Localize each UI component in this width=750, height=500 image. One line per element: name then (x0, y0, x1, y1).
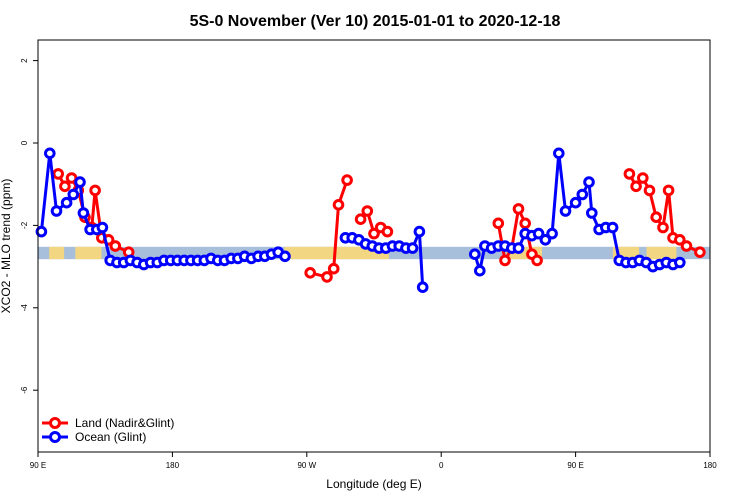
series-1-point-6 (77, 207, 90, 219)
series-0-point-25 (499, 254, 511, 267)
series-0-point-36 (650, 211, 663, 223)
series-0-point-37 (657, 221, 669, 234)
legend-ocean-swatch-marker (49, 431, 61, 443)
series-0-point-12 (304, 267, 317, 279)
x-tick-label-4: 90 E (567, 461, 583, 470)
land-band-segment-0 (49, 246, 65, 260)
y-tick-label-3: 0 (20, 140, 29, 145)
series-1-point-67 (569, 196, 582, 209)
series-0-point-13 (321, 271, 333, 283)
series-0-point-19 (361, 205, 374, 217)
series-1-point-4 (67, 188, 80, 201)
y-tick-label-1: -4 (20, 304, 29, 312)
series-1-point-69 (583, 176, 595, 188)
series-1-point-48 (406, 242, 419, 254)
series-1-point-73 (606, 221, 619, 234)
series-0-line-1 (309, 179, 349, 279)
plot-area (35, 147, 710, 294)
x-tick-label-3: 0 (439, 461, 444, 470)
series-1-point-65 (553, 147, 565, 160)
series-1 (35, 147, 686, 294)
series-0-point-1 (59, 180, 71, 193)
series-0-point-33 (630, 180, 642, 193)
series-1-point-66 (559, 205, 572, 217)
series-1-point-2 (50, 205, 63, 217)
legend: Land (Nadir&Glint) Ocean (Glint) (42, 416, 174, 444)
land-band-segment-1 (75, 246, 102, 260)
series-0-point-15 (332, 199, 345, 211)
x-tick-label-5: 180 (703, 461, 717, 470)
series-1-point-50 (416, 281, 429, 294)
series-1-point-63 (539, 234, 552, 246)
series-1-point-59 (512, 242, 525, 254)
x-tick-label-1: 180 (166, 461, 180, 470)
series-1-point-3 (60, 196, 73, 209)
series-0-point-27 (512, 203, 525, 215)
series-1-point-9 (96, 221, 109, 234)
y-axis: -6 -4 -2 0 2 (20, 58, 38, 394)
y-axis-label: XCO2 - MLO trend (ppm) (0, 179, 13, 314)
y-tick-label-4: 2 (20, 58, 29, 63)
series-0-point-28 (519, 217, 532, 230)
series-1-point-64 (546, 227, 558, 240)
series-0-point-35 (643, 184, 656, 197)
series-1-point-70 (586, 207, 598, 219)
series-0-point-42 (694, 246, 706, 258)
series-0-point-0 (52, 168, 65, 180)
legend-land-swatch-marker (49, 417, 61, 429)
series-1-point-83 (674, 256, 686, 269)
series-0 (52, 168, 706, 283)
x-axis: 90 E 180 90 W 0 90 E 180 (30, 452, 717, 470)
y-tick-label-2: -2 (20, 221, 29, 229)
series-1-point-62 (532, 227, 545, 240)
series-0-point-14 (327, 262, 340, 275)
series-0-point-20 (368, 227, 380, 240)
series-0-point-30 (531, 254, 543, 267)
series-1-point-53 (474, 264, 486, 277)
series-0-point-41 (680, 240, 693, 252)
y-tick-label-0: -6 (20, 386, 29, 394)
series-1-point-68 (576, 188, 589, 201)
x-tick-label-0: 90 E (30, 461, 46, 470)
series-1-point-1 (44, 147, 56, 160)
series-0-point-34 (637, 172, 649, 184)
land-band-segment-2 (284, 246, 389, 260)
series-0-point-22 (381, 225, 394, 238)
series-1-point-0 (35, 225, 48, 238)
series-0-point-18 (354, 213, 367, 225)
series-0-point-32 (623, 168, 636, 180)
legend-land-label: Land (Nadir&Glint) (75, 416, 174, 430)
series-1-point-52 (469, 248, 481, 260)
series-0-point-6 (89, 184, 101, 197)
plot-frame (37, 39, 711, 453)
x-tick-label-2: 90 W (297, 461, 316, 470)
chart-title: 5S-0 November (Ver 10) 2015-01-01 to 202… (190, 13, 561, 30)
legend-ocean-label: Ocean (Glint) (75, 430, 146, 444)
series-0-point-24 (492, 217, 505, 230)
series-1-point-36 (279, 250, 291, 263)
series-1-point-5 (74, 176, 86, 188)
series-0-point-40 (674, 234, 686, 246)
series-0-point-9 (109, 240, 122, 252)
x-axis-label: Longitude (deg E) (326, 477, 421, 491)
series-0-point-38 (662, 184, 675, 197)
series-1-point-49 (413, 225, 426, 238)
land-band-segment-5 (646, 246, 677, 260)
series-0-point-16 (341, 174, 353, 186)
